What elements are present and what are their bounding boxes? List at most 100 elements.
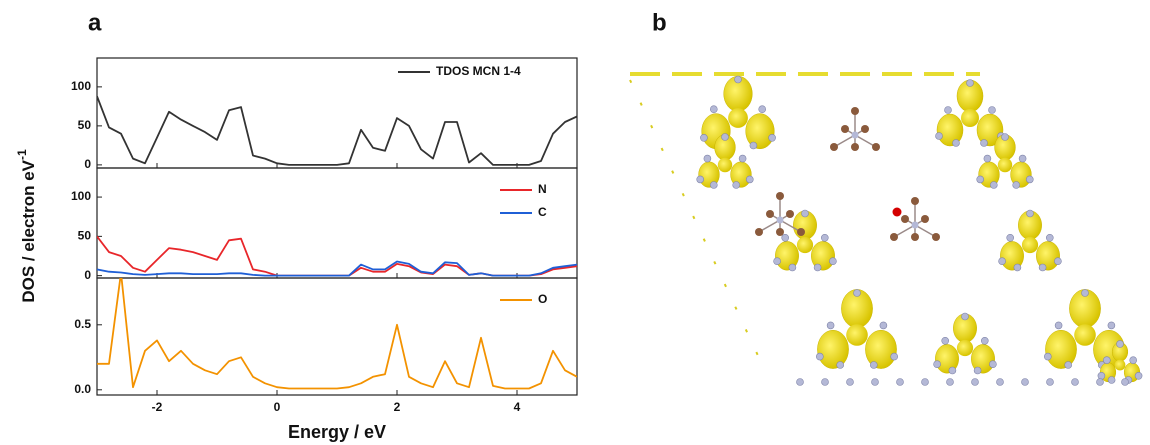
c-atom (776, 228, 784, 236)
n-atom (802, 210, 809, 217)
n-atom (1130, 357, 1137, 364)
o-atom (893, 208, 902, 217)
n-atom (1027, 210, 1034, 217)
n-atom (989, 361, 996, 368)
y-tick-label: 0.0 (74, 382, 91, 396)
isosurface (728, 108, 748, 128)
n-atom (1039, 264, 1046, 271)
c-atom (776, 192, 784, 200)
isosurface (865, 330, 896, 368)
n-atom (1108, 377, 1115, 384)
c-atom (890, 233, 898, 241)
n-atom (999, 258, 1006, 265)
n-atom (934, 361, 941, 368)
c-atom (861, 125, 869, 133)
isosurface (1045, 330, 1076, 368)
isosurface (746, 114, 775, 149)
n-atom (774, 258, 781, 265)
n-atom (947, 379, 954, 386)
n-atom (922, 379, 929, 386)
n-atom (827, 322, 834, 329)
x-tick-label: 2 (394, 400, 401, 414)
n-atom (1065, 362, 1072, 369)
y-tick-label: 100 (71, 189, 91, 203)
y-tick-label: 0 (84, 268, 91, 282)
n-atom (816, 353, 823, 360)
series-line (97, 236, 577, 275)
isosurface (846, 324, 868, 346)
n-atom (797, 379, 804, 386)
x-axis-title: Energy / eV (288, 422, 386, 442)
n-atom (1072, 379, 1079, 386)
n-atom (891, 353, 898, 360)
n-atom (750, 142, 757, 149)
n-atom (837, 362, 844, 369)
series-line (97, 273, 577, 389)
plot-frame (97, 168, 577, 278)
n-atom (1055, 322, 1062, 329)
plot-area (97, 273, 577, 389)
c-atom (911, 233, 919, 241)
n-atom (829, 258, 836, 265)
n-atom (872, 379, 879, 386)
n-atom (710, 182, 717, 189)
legend-label: TDOS MCN 1-4 (436, 64, 521, 78)
n-atom (972, 379, 979, 386)
n-atom (700, 134, 707, 141)
n-atom (852, 132, 859, 139)
n-atom (1103, 357, 1110, 364)
n-atom (1098, 372, 1105, 379)
c-atom (851, 143, 859, 151)
y-tick-label: 0 (84, 157, 91, 171)
isosurface (957, 340, 973, 356)
n-atom (789, 264, 796, 271)
n-atom (1117, 341, 1124, 348)
x-tick-label: 0 (274, 400, 281, 414)
isosurface (797, 237, 813, 253)
n-atom (735, 76, 742, 83)
n-atom (984, 155, 991, 162)
c-atom (932, 233, 940, 241)
figure: a b DOS / electron eV-1 050100TDOS MCN 1… (0, 0, 1150, 445)
y-tick-label: 100 (71, 79, 91, 93)
panel-label: b (652, 9, 667, 36)
legend-label: O (538, 292, 547, 306)
plot-area (97, 96, 577, 165)
n-atom (739, 155, 746, 162)
n-atom (1082, 290, 1089, 297)
n-atom (967, 80, 974, 87)
n-atom (1044, 353, 1051, 360)
n-atom (759, 106, 766, 113)
n-atom (1013, 182, 1020, 189)
n-atom (814, 264, 821, 271)
c-atom (872, 143, 880, 151)
n-atom (870, 362, 877, 369)
n-atom (1054, 258, 1061, 265)
c-atom (766, 210, 774, 218)
c-atom (841, 125, 849, 133)
n-atom (977, 176, 984, 183)
series-line (97, 262, 577, 276)
c-atom (830, 143, 838, 151)
n-atom (1108, 322, 1115, 329)
isosurface (1022, 237, 1038, 253)
n-atom (722, 134, 729, 141)
n-atom (1002, 134, 1009, 141)
plot-area (97, 236, 577, 275)
c-atom (911, 197, 919, 205)
n-atom (997, 379, 1004, 386)
c-atom (921, 215, 929, 223)
n-atom (974, 367, 981, 374)
n-atom (1135, 372, 1142, 379)
n-atom (1007, 234, 1014, 241)
n-atom (697, 176, 704, 183)
y-tick-label: 50 (78, 118, 92, 132)
isosurface (1115, 360, 1126, 371)
isosurface (718, 158, 732, 172)
legend-label: N (538, 182, 547, 196)
x-tick-label: -2 (152, 400, 163, 414)
n-atom (847, 379, 854, 386)
n-atom (1122, 379, 1129, 386)
n-atom (782, 234, 789, 241)
legend-label: C (538, 205, 547, 219)
